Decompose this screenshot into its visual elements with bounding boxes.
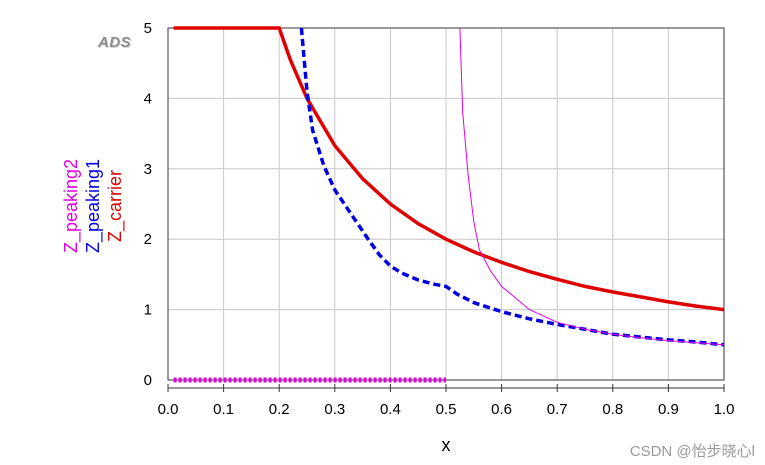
x-tick-label: 0.7 [547,401,568,418]
x-tick-label: 0.3 [324,401,345,418]
ads-watermark: ADS [98,34,132,51]
x-tick-label: 0.9 [658,401,679,418]
x-tick-label: 0.0 [158,401,179,418]
y-tick-label: 1 [144,302,152,319]
legend-label-z-carrier: Z_carrier [105,170,126,242]
legend-label-z-peaking1: Z_peaking1 [83,159,104,253]
z-peaking2-line [459,27,725,346]
x-tick-labels: 0.0 0.1 0.2 0.3 0.4 0.5 0.6 0.7 0.8 0.9 1.0 [158,401,735,418]
y-tick-label: 4 [144,90,152,107]
x-tick-label: 0.5 [436,401,457,418]
series-lines [173,26,725,383]
y-tick-label: 3 [144,161,152,178]
x-axis-label: x [442,435,451,455]
y-tick-label: 5 [144,20,152,37]
x-tick-label: 0.4 [380,401,401,418]
y-tick-labels: 0 1 2 3 4 5 [144,20,152,389]
x-tick-label: 0.8 [602,401,623,418]
x-tick-label: 1.0 [714,401,735,418]
x-tick-label: 0.2 [269,401,290,418]
y-tick-label: 0 [144,372,152,389]
y-tick-label: 2 [144,231,152,248]
x-tick-label: 0.6 [491,401,512,418]
csdn-watermark: CSDN @怡步晓心l [629,443,755,460]
legend-labels: Z_peaking2 Z_peaking1 Z_carrier [61,159,126,253]
legend-label-z-peaking2: Z_peaking2 [61,159,82,253]
x-tick-label: 0.1 [213,401,234,418]
